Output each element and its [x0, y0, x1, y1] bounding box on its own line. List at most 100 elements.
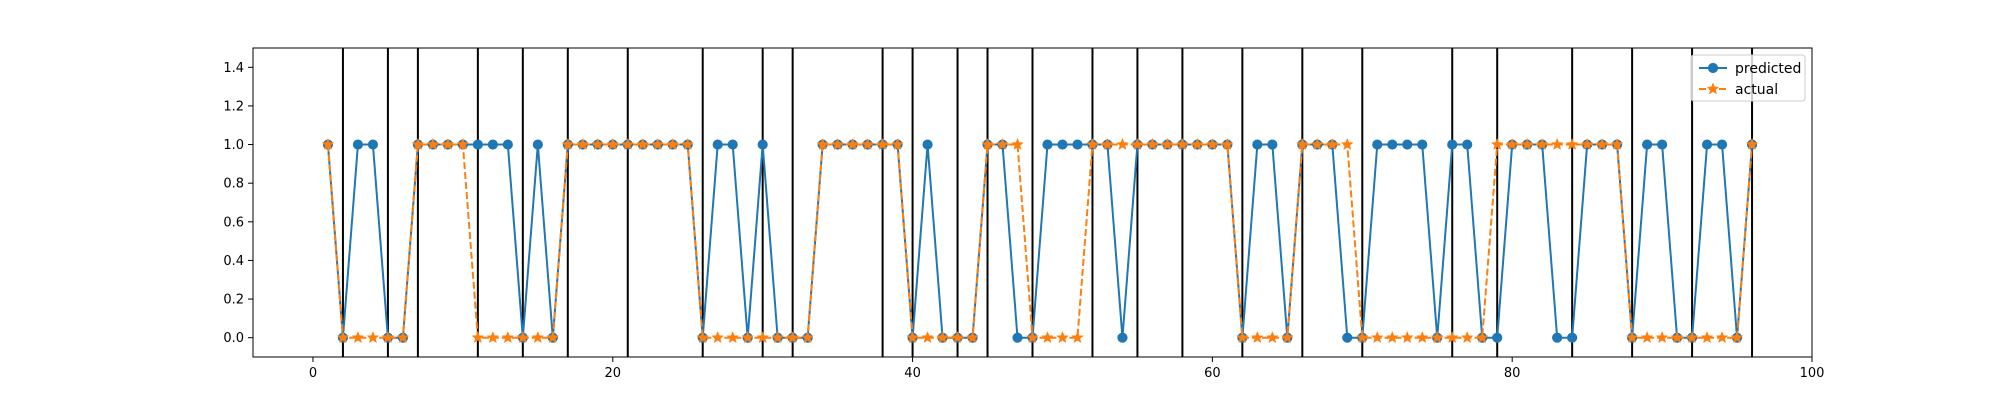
series-layer [321, 137, 1759, 344]
data-point-actual [1295, 137, 1309, 150]
data-point-predicted [1567, 332, 1578, 343]
data-point-predicted [1701, 139, 1713, 150]
series-actual [321, 137, 1759, 344]
data-point-actual [1745, 137, 1759, 150]
legend-marker-actual [1706, 82, 1720, 95]
data-point-actual [1236, 331, 1249, 344]
data-point-actual [1206, 137, 1219, 150]
data-point-actual [711, 331, 725, 344]
data-point-predicted [1372, 139, 1383, 150]
x-tick-label: 20 [604, 366, 621, 381]
data-point-predicted [1342, 332, 1353, 343]
data-point-actual [336, 331, 350, 344]
data-point-actual [1445, 331, 1459, 344]
data-point-actual [801, 331, 815, 344]
data-point-actual [1400, 331, 1414, 344]
data-point-actual [546, 331, 560, 344]
data-point-actual [1041, 331, 1054, 344]
data-point-predicted [1462, 139, 1473, 150]
data-point-actual [1700, 331, 1714, 344]
data-point-actual [636, 137, 650, 150]
data-point-actual [471, 331, 485, 344]
data-point-actual [1101, 137, 1114, 150]
data-point-actual [1610, 137, 1624, 150]
y-axis: 0.0 0.2 0.4 0.6 0.8 1.0 1.2 1.4 [223, 61, 253, 346]
y-tick-label: 1.4 [223, 61, 244, 76]
data-point-actual [1640, 331, 1654, 344]
data-point-actual [1730, 331, 1744, 344]
data-point-predicted [1012, 332, 1023, 343]
data-point-actual [1670, 331, 1684, 344]
legend-label-actual: actual [1735, 82, 1778, 98]
data-point-actual [891, 137, 904, 150]
data-point-actual [1191, 137, 1204, 150]
data-point-actual [876, 137, 889, 150]
data-point-predicted [1552, 332, 1563, 343]
y-tick-label: 0.0 [223, 331, 244, 346]
data-point-predicted [367, 139, 379, 150]
data-point-predicted [1072, 139, 1083, 150]
data-point-actual [726, 331, 740, 344]
data-point-actual [936, 331, 949, 344]
data-point-actual [381, 331, 395, 344]
data-point-actual [1026, 331, 1039, 344]
data-point-actual [531, 331, 545, 344]
data-point-actual [996, 137, 1009, 150]
data-point-predicted [1417, 139, 1428, 150]
y-tick-label: 1.0 [223, 138, 244, 153]
data-point-actual [1520, 137, 1534, 150]
data-point-actual [1685, 331, 1699, 344]
data-point-predicted [727, 139, 738, 150]
data-point-actual [501, 331, 515, 344]
data-point-actual [831, 137, 844, 150]
data-point-actual [681, 137, 695, 150]
series-line-predicted [326, 143, 1754, 339]
data-point-actual [1011, 137, 1024, 150]
data-point-predicted [352, 139, 364, 150]
legend-label-predicted: predicted [1735, 61, 1801, 77]
data-point-actual [921, 331, 934, 344]
data-point-actual [621, 137, 635, 150]
data-point-actual [366, 331, 380, 344]
data-point-actual [1325, 137, 1339, 150]
x-tick-label: 40 [904, 366, 921, 381]
data-point-predicted [1387, 139, 1398, 150]
data-point-predicted [502, 139, 513, 150]
data-point-actual [591, 137, 605, 150]
data-point-actual [1280, 331, 1294, 344]
data-point-predicted [1057, 139, 1068, 150]
data-point-actual [1056, 331, 1069, 344]
data-point-actual [1595, 137, 1609, 150]
data-point-predicted [472, 139, 483, 150]
y-tick-label: 0.8 [223, 177, 244, 192]
data-point-actual [741, 331, 755, 344]
legend: predicted actual [1690, 54, 1806, 102]
data-point-actual [1565, 137, 1579, 150]
data-point-actual [1131, 137, 1144, 150]
data-point-actual [771, 331, 785, 344]
data-point-actual [1550, 137, 1564, 150]
data-point-actual [561, 137, 575, 150]
data-point-actual [1430, 331, 1444, 344]
data-point-actual [1116, 137, 1129, 150]
data-point-actual [1385, 331, 1399, 344]
data-point-actual [321, 137, 335, 150]
data-point-actual [666, 137, 680, 150]
data-point-predicted [1267, 139, 1278, 150]
data-point-actual [1460, 331, 1474, 344]
data-point-actual [426, 137, 440, 150]
data-point-actual [1250, 331, 1264, 344]
data-point-predicted [1642, 139, 1653, 150]
data-point-actual [1715, 331, 1729, 344]
x-tick-label: 0 [309, 366, 317, 381]
data-point-actual [861, 137, 874, 150]
series-predicted [322, 139, 1758, 343]
data-point-actual [981, 137, 994, 150]
data-point-actual [411, 137, 425, 150]
data-point-actual [1655, 331, 1669, 344]
data-point-actual [651, 137, 665, 150]
y-tick-label: 0.2 [223, 293, 244, 308]
plot-area-frame [252, 47, 1813, 358]
data-point-actual [1071, 331, 1084, 344]
